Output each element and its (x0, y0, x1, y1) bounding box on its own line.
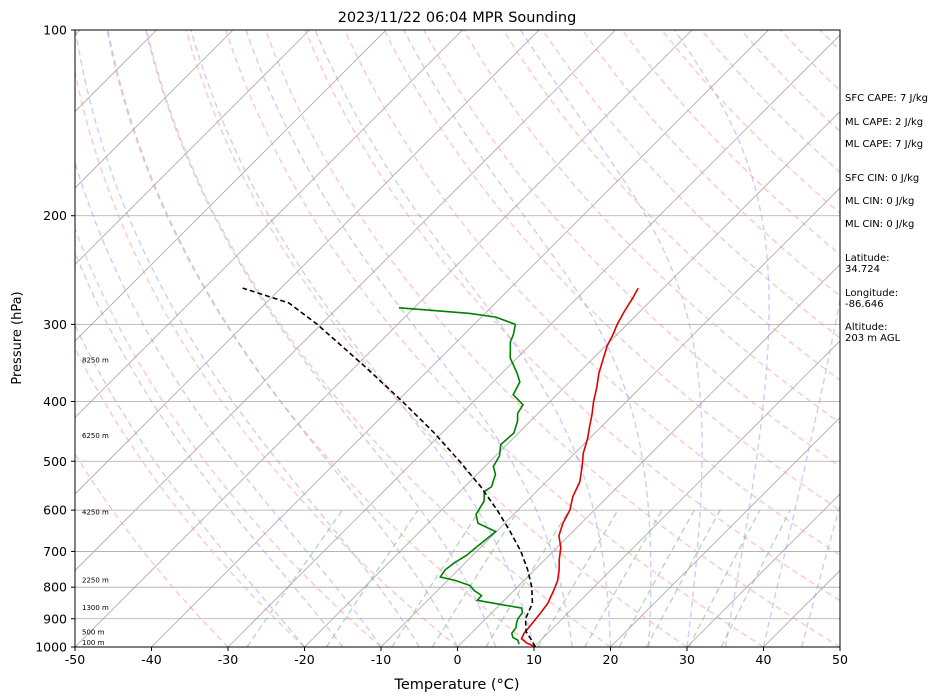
y-tick-label: 500 (43, 454, 67, 469)
moist-adiabat-line (520, 30, 703, 647)
moist-adiabat-line (75, 250, 344, 647)
mixing-ratio-line (431, 509, 519, 647)
y-tick-label: 700 (43, 544, 67, 559)
sfc-cin-label: SFC CIN: 0 J/kg (845, 173, 920, 184)
mixing-ratio-line (485, 509, 570, 647)
ml-cin-label: ML CIN: 0 J/kg (845, 219, 915, 230)
y-tick-label: 1000 (35, 640, 67, 655)
dry-adiabat-line (75, 226, 382, 647)
moist-adiabat-line (245, 30, 573, 647)
ml-cape-label: ML CAPE: 2 J/kg (845, 117, 924, 128)
moist-adiabat-line (801, 502, 840, 647)
isotherm-line (227, 34, 840, 647)
mixing-ratio-line (584, 509, 663, 647)
ml-cin-label: ML CIN: 0 J/kg (845, 196, 915, 207)
x-tick-label: 0 (454, 652, 462, 667)
mixing-ratio-line (688, 509, 761, 647)
mixing-ratio-line (618, 509, 696, 647)
sfc-cape-label: SFC CAPE: 7 J/kg (845, 93, 928, 104)
x-axis-label: Temperature (°C) (393, 677, 519, 693)
moist-adiabat-line (190, 30, 535, 647)
y-axis-label: Pressure (hPa) (10, 291, 25, 384)
isotherm-line (75, 30, 693, 647)
mixing-ratio-line (537, 509, 619, 647)
isotherm-line (303, 110, 840, 647)
moist-adiabat-line (145, 30, 497, 647)
x-tick-label: 30 (679, 652, 695, 667)
mixing-ratio-line (325, 509, 419, 647)
x-tick-label: 10 (526, 652, 542, 667)
moist-adiabat-line (762, 295, 840, 647)
isotherm-line (533, 340, 840, 647)
height-label: 6250 m (82, 432, 109, 440)
dry-adiabat-line (145, 30, 611, 647)
isotherm-line (75, 30, 463, 419)
chart-title: 2023/11/22 06:04 MPR Sounding (338, 10, 577, 26)
x-tick-label: -50 (65, 652, 85, 667)
dry-adiabat-line (225, 30, 764, 647)
x-tick-label: -30 (218, 652, 238, 667)
ml-cape-label: ML CAPE: 7 J/kg (845, 139, 924, 150)
height-label: 100 m (82, 639, 105, 647)
y-tick-label: 200 (43, 208, 67, 223)
isotherm-line (75, 30, 540, 495)
moist-adiabat-line (403, 30, 652, 647)
isotherm-line (75, 30, 616, 572)
isotherm-line (150, 30, 769, 647)
dry-adiabat-line (343, 30, 840, 556)
mixing-ratio-line (246, 509, 344, 647)
x-tick-label: 50 (832, 652, 848, 667)
isotherm-line (75, 30, 310, 266)
isotherm-line (456, 263, 840, 647)
y-tick-label: 900 (43, 611, 67, 626)
moist-adiabat-line (75, 160, 382, 647)
temperature-line (520, 287, 639, 647)
height-label: 8250 m (82, 356, 109, 364)
moist-adiabat-line (674, 30, 770, 647)
isotherm-line (686, 493, 840, 647)
dry-adiabat-line (185, 30, 688, 647)
dry-adiabat-line (75, 346, 305, 647)
moist-adiabat-line (314, 30, 612, 647)
plot-frame (74, 29, 841, 648)
x-tick-label: 40 (756, 652, 772, 667)
latitude-label: Latitude: 34.724 (845, 253, 890, 275)
moist-adiabat-line (75, 30, 420, 647)
dry-adiabat-line (383, 30, 840, 512)
height-label: 1300 m (82, 604, 109, 612)
y-tick-label: 800 (43, 580, 67, 595)
x-tick-label: -20 (294, 652, 314, 667)
mixing-ratio-line (720, 509, 791, 647)
y-tick-label: 600 (43, 503, 67, 518)
mixing-ratio-line (391, 509, 481, 647)
moist-adiabat-line (107, 30, 459, 647)
dry-adiabat-line (423, 30, 840, 468)
y-tick-label: 400 (43, 394, 67, 409)
y-tick-label: 100 (43, 23, 67, 38)
dry-adiabat-line (304, 30, 840, 602)
isotherm-line (75, 30, 234, 189)
dry-adiabat-line (75, 452, 229, 647)
mixing-ratio-line (645, 509, 721, 647)
isotherm-line (75, 30, 387, 342)
x-tick-label: -10 (371, 652, 391, 667)
isotherm-line (0, 30, 4, 660)
dewpoint-line (398, 307, 525, 645)
parcel-profile-line (242, 287, 537, 647)
height-label: 2250 m (82, 576, 109, 584)
altitude-label: Altitude: 203 m AGL (845, 322, 901, 344)
isotherm-line (609, 416, 840, 647)
height-label: 500 m (82, 629, 105, 637)
x-tick-label: -40 (141, 652, 161, 667)
dry-adiabat-line (106, 30, 535, 647)
dry-adiabat-line (75, 68, 458, 647)
dry-adiabat-line (264, 30, 840, 647)
y-tick-label: 300 (43, 317, 67, 332)
height-label: 4250 m (82, 508, 109, 516)
x-tick-label: 20 (603, 652, 619, 667)
longitude-label: Longitude: -86.646 (845, 288, 899, 310)
